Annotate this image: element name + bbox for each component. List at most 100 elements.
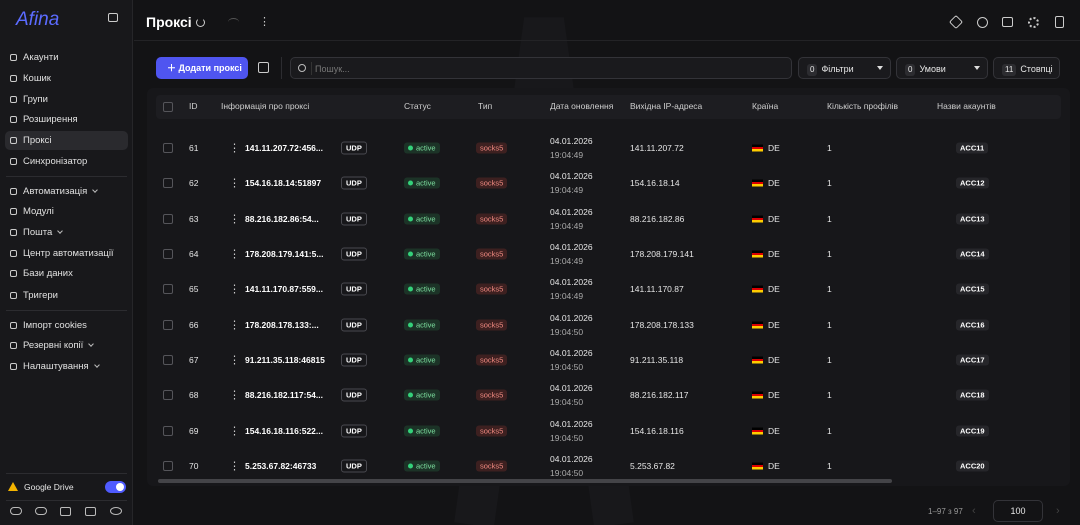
column-header[interactable]: Кількість профілів	[827, 101, 899, 111]
drive-toggle[interactable]	[105, 481, 126, 493]
nav-item[interactable]: Розширення	[5, 110, 128, 129]
next-page[interactable]: ›	[1056, 505, 1060, 517]
table-header	[156, 95, 1061, 119]
conditions-dropdown[interactable]: 0 Умови	[896, 57, 988, 79]
separator	[6, 473, 127, 474]
collapse-icon[interactable]	[108, 13, 118, 22]
folder-upload-icon[interactable]	[60, 507, 71, 516]
nav-label: Розширення	[23, 114, 78, 125]
row-menu[interactable]: ⋮	[229, 354, 240, 367]
proxy-id: 67	[189, 355, 199, 366]
status-badge: active	[404, 142, 440, 154]
logo[interactable]: Afina	[16, 9, 60, 30]
row-menu[interactable]: ⋮	[229, 425, 240, 438]
account-badge: ACC16	[956, 319, 989, 331]
nav-item[interactable]: Тригери	[5, 286, 128, 305]
checkbox[interactable]	[163, 249, 173, 260]
row-menu[interactable]: ⋮	[229, 213, 240, 226]
list-icon[interactable]	[1002, 17, 1013, 27]
proxy-id: 69	[189, 425, 199, 436]
checkbox[interactable]	[163, 425, 173, 436]
button-label: Стовпці	[1020, 64, 1053, 74]
columns-button[interactable]: 11 Стовпці	[993, 57, 1060, 79]
country: DE	[768, 284, 780, 295]
search-input[interactable]: Пошук...	[290, 57, 792, 79]
checkbox[interactable]	[163, 284, 173, 295]
nav-item[interactable]: Резервні копії	[5, 336, 128, 355]
update-time: 19:04:50	[550, 432, 584, 443]
checkbox[interactable]	[163, 461, 173, 472]
status-badge: active	[404, 319, 440, 331]
column-header[interactable]: Тип	[478, 101, 493, 111]
nav-item[interactable]: Синхронізатор	[5, 152, 128, 171]
checkbox[interactable]	[163, 319, 173, 330]
type-badge: socks5	[476, 142, 508, 154]
column-header[interactable]: Вихідна IP-адреса	[630, 101, 703, 111]
nav-item[interactable]: Проксі	[5, 131, 128, 150]
row-menu[interactable]: ⋮	[229, 283, 240, 296]
row-menu[interactable]: ⋮	[229, 177, 240, 190]
column-header[interactable]: ID	[189, 101, 198, 111]
column-header[interactable]: Інформація про проксі	[221, 101, 310, 111]
column-header[interactable]: Статус	[404, 101, 431, 111]
exit-ip: 154.16.18.116	[630, 425, 684, 436]
row-menu[interactable]: ⋮	[229, 319, 240, 332]
page-size[interactable]: 100	[993, 500, 1043, 522]
columns-icon[interactable]	[1055, 16, 1064, 28]
checkbox[interactable]	[163, 102, 173, 112]
add-proxy-button[interactable]: ＋ Додати проксі	[156, 57, 248, 79]
column-header[interactable]: Назви акаунтів	[937, 101, 996, 111]
cookie-icon[interactable]	[977, 17, 988, 28]
protocol-badge: UDP	[341, 247, 367, 261]
folder-download-icon[interactable]	[85, 507, 96, 516]
update-date: 04.01.2026	[550, 171, 593, 182]
column-header[interactable]: Країна	[752, 101, 779, 111]
protocol-badge: UDP	[341, 141, 367, 155]
proxy-id: 70	[189, 461, 199, 472]
row-menu[interactable]: ⋮	[229, 460, 240, 473]
prev-page[interactable]: ‹	[972, 505, 976, 517]
nav-item[interactable]: Центр автоматизації	[5, 244, 128, 263]
checkbox[interactable]	[163, 355, 173, 366]
cloud-upload-icon[interactable]	[10, 507, 22, 515]
more-icon[interactable]: ⋮	[259, 16, 270, 28]
profile-count: 1	[827, 284, 832, 295]
drive-label: Google Drive	[24, 482, 74, 492]
scrollbar[interactable]	[158, 479, 892, 483]
filters-dropdown[interactable]: 0 Фільтри	[798, 57, 891, 79]
nav-item[interactable]: Модулі	[5, 202, 128, 221]
settings-icon[interactable]	[1028, 17, 1039, 28]
row-menu[interactable]: ⋮	[229, 142, 240, 155]
checkbox[interactable]	[163, 213, 173, 224]
type-badge: socks5	[476, 248, 508, 260]
row-menu[interactable]: ⋮	[229, 248, 240, 261]
profile-count: 1	[827, 355, 832, 366]
checkbox[interactable]	[163, 178, 173, 189]
nav-item[interactable]: Імпорт cookies	[5, 316, 128, 335]
refresh-icon[interactable]	[196, 18, 205, 27]
type-badge: socks5	[476, 319, 508, 331]
row-menu[interactable]: ⋮	[229, 389, 240, 402]
nav-item[interactable]: Групи	[5, 90, 128, 109]
checkbox[interactable]	[163, 390, 173, 401]
account-badge: ACC14	[956, 248, 989, 260]
nav-item[interactable]: Бази даних	[5, 264, 128, 283]
cloud-download-icon[interactable]	[35, 507, 47, 515]
update-time: 19:04:49	[550, 150, 584, 160]
proxy-table: 61 ⋮ 141.11.207.72:456... UDP active socks5 04…	[147, 88, 1070, 486]
hide-icon[interactable]	[110, 507, 122, 515]
proxy-id: 65	[189, 284, 199, 295]
proxy-info: 154.16.18.14:51897	[245, 178, 322, 189]
nav-item[interactable]: Пошта	[5, 223, 128, 242]
nav-item[interactable]: Автоматизація	[5, 182, 128, 201]
checkbox[interactable]	[163, 143, 173, 153]
bulk-icon[interactable]	[258, 62, 269, 73]
nav-item[interactable]: Акаунти	[5, 48, 128, 67]
country: DE	[768, 461, 780, 472]
column-header[interactable]: Дата оновлення	[550, 101, 614, 111]
update-date: 04.01.2026	[550, 348, 593, 359]
nav-item[interactable]: Кошик	[5, 69, 128, 88]
nav-item[interactable]: Налаштування	[5, 357, 128, 376]
account-badge: ACC18	[956, 389, 989, 401]
profile-count: 1	[827, 319, 832, 330]
